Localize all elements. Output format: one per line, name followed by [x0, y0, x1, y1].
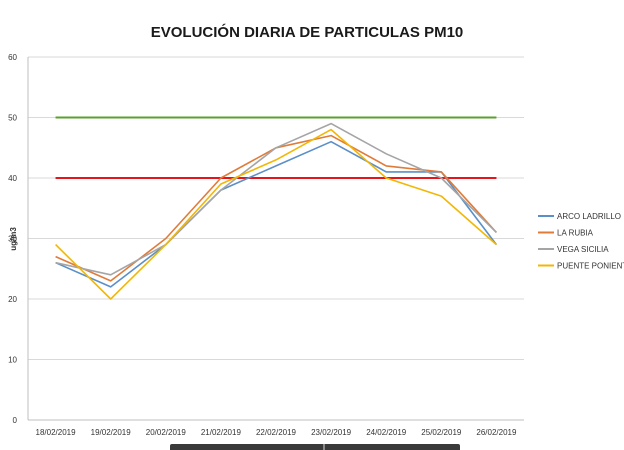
y-axis-label: ug/m3 — [9, 227, 18, 251]
legend-label: PUENTE PONIENTE — [557, 262, 624, 271]
x-tick-label: 25/02/2019 — [421, 428, 462, 437]
bottom-toolbar-divider — [323, 444, 325, 450]
y-tick-label: 0 — [13, 416, 18, 425]
legend-label: ARCO LADRILLO — [557, 212, 621, 221]
legend-label: VEGA SICILIA — [557, 245, 609, 254]
y-tick-label: 40 — [8, 174, 17, 183]
x-tick-label: 23/02/2019 — [311, 428, 352, 437]
legend: ARCO LADRILLO LA RUBIA VEGA SICILIA PUENTE … — [538, 212, 624, 271]
reference-lines — [55, 116, 497, 179]
series-lines — [55, 122, 498, 300]
series-line — [55, 122, 497, 276]
y-tick-label: 30 — [8, 235, 17, 244]
y-tick-label: 60 — [8, 53, 17, 62]
y-tick-label: 50 — [8, 114, 17, 123]
series-line — [55, 134, 497, 282]
x-tick-label: 21/02/2019 — [201, 428, 242, 437]
x-tick-label: 26/02/2019 — [476, 428, 517, 437]
y-tick-label: 20 — [8, 295, 17, 304]
x-tick-label: 24/02/2019 — [366, 428, 407, 437]
bottom-toolbar-strip — [170, 444, 460, 450]
series-line — [55, 128, 497, 300]
series-line — [55, 140, 498, 288]
x-axis-ticks: 18/02/2019 19/02/2019 20/02/2019 21/02/2019… — [36, 428, 517, 437]
x-tick-label: 18/02/2019 — [36, 428, 77, 437]
legend-label: LA RUBIA — [557, 229, 594, 238]
gridlines — [27, 56, 524, 421]
y-axis-ticks: 0 10 20 30 40 50 60 — [8, 53, 17, 425]
chart-title: EVOLUCIÓN DIARIA DE PARTICULAS PM10 — [151, 23, 464, 41]
x-tick-label: 22/02/2019 — [256, 428, 297, 437]
y-tick-label: 10 — [8, 356, 17, 365]
x-tick-label: 19/02/2019 — [91, 428, 132, 437]
x-tick-label: 20/02/2019 — [146, 428, 187, 437]
